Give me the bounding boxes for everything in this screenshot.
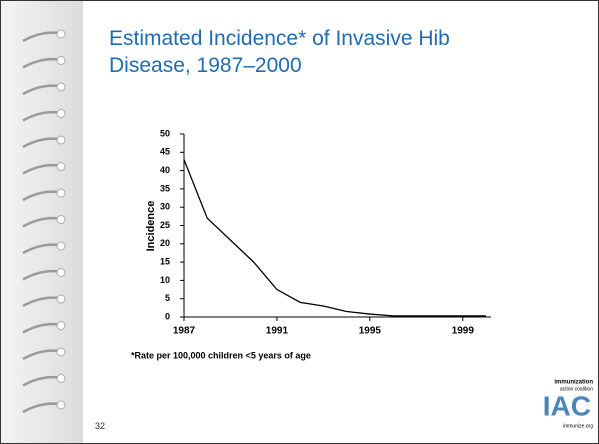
y-tick-label: 25: [160, 220, 170, 230]
y-tick-label: 10: [160, 275, 170, 285]
binding-strip: [1, 1, 83, 443]
x-tick-label: 1999: [452, 326, 475, 337]
x-tick-label: 1995: [359, 326, 382, 337]
y-tick-label: 0: [165, 311, 170, 321]
ring-hole: [57, 136, 65, 144]
y-tick-label: 5: [165, 293, 170, 303]
ring-hole: [57, 83, 65, 91]
y-tick-label: 40: [160, 165, 170, 175]
y-tick-label: 20: [160, 238, 170, 248]
data-line: [184, 160, 486, 316]
x-tick-label: 1987: [173, 326, 196, 337]
ring-hole: [57, 322, 65, 330]
y-tick-label: 15: [160, 256, 170, 266]
ring-hole: [57, 57, 65, 65]
logo-url: immunize.org: [563, 423, 593, 429]
ring-hole: [57, 295, 65, 303]
x-tick-label: 1991: [266, 326, 289, 337]
ring-hole: [57, 401, 65, 409]
ring-hole: [57, 269, 65, 277]
logo-text: immunization: [554, 380, 593, 386]
y-tick-label: 35: [160, 183, 170, 193]
ring-hole: [57, 163, 65, 171]
logo: immunization action coalition IAC immuni…: [543, 380, 594, 430]
ring-hole: [57, 375, 65, 383]
logo-mark: IAC: [543, 390, 591, 421]
ring-hole: [57, 242, 65, 250]
footnote: *Rate per 100,000 children <5 years of a…: [131, 350, 311, 360]
ring-hole: [57, 110, 65, 118]
slide: *Rate per 100,000 children <5 years of a…: [0, 0, 599, 444]
ring-hole: [57, 189, 65, 197]
ring-hole: [57, 216, 65, 224]
y-tick-label: 30: [160, 202, 170, 212]
ring-hole: [57, 30, 65, 38]
slide-number: 32: [95, 421, 105, 431]
y-tick-label: 45: [160, 147, 170, 157]
y-tick-label: 50: [160, 128, 170, 138]
y-axis-label: Incidence: [145, 201, 157, 252]
slide-title: Estimated Incidence* of Invasive Hib Dis…: [109, 25, 489, 79]
ring-hole: [57, 348, 65, 356]
